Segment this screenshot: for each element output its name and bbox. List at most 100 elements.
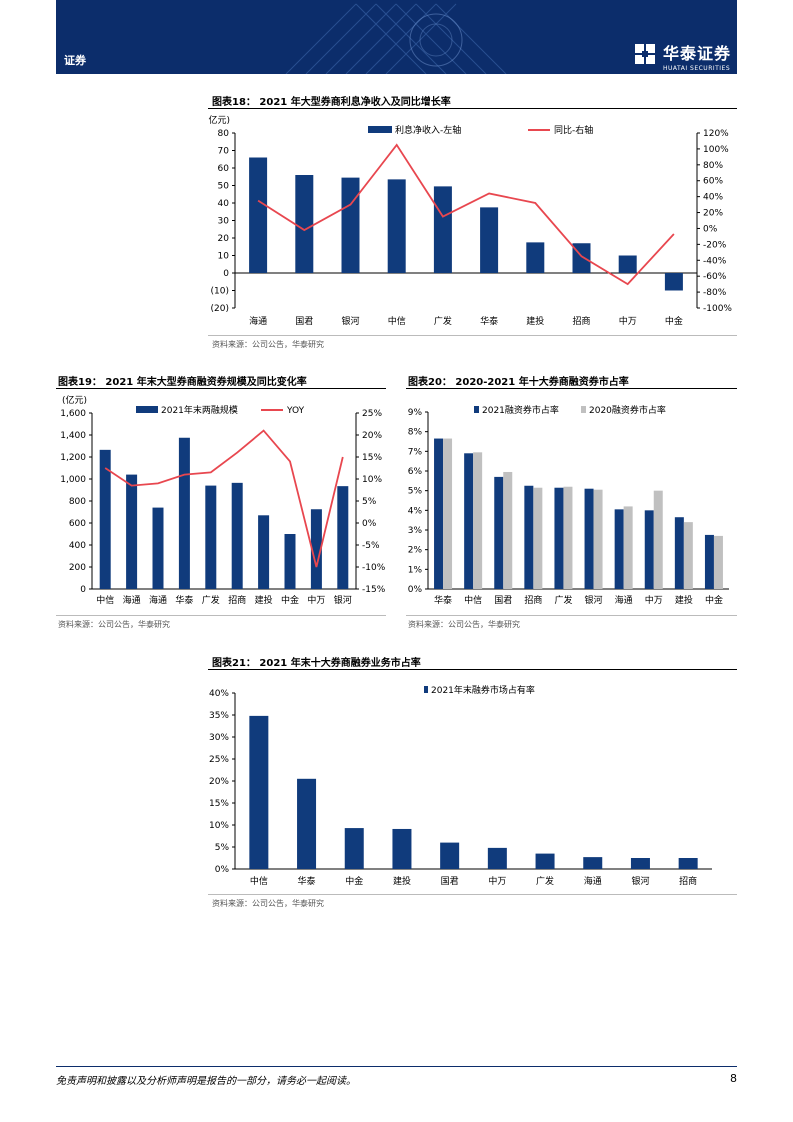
fig21-legend-label: 2021年末融券市场占有率 bbox=[431, 684, 535, 696]
fig19-category-label: 广发 bbox=[202, 594, 220, 606]
fig21-ytick-left-label: 0% bbox=[215, 865, 230, 875]
fig21-category-label: 广发 bbox=[536, 875, 554, 887]
fig18-ytick-right-label: -40% bbox=[703, 256, 727, 266]
fig21-bottom-rule bbox=[208, 894, 737, 895]
fig19-category-label: 华泰 bbox=[175, 594, 193, 606]
fig18-title: 图表18： 2021 年大型券商利息净收入及同比增长率 bbox=[212, 97, 451, 108]
fig18-ytick-right-label: 80% bbox=[703, 161, 723, 171]
fig21-category-label: 海通 bbox=[584, 875, 602, 887]
fig20-bar bbox=[713, 535, 723, 589]
fig19-bar bbox=[178, 437, 190, 589]
fig18-category-label: 中万 bbox=[619, 315, 637, 327]
header-pattern bbox=[285, 3, 507, 74]
fig19-source: 资料来源：公司公告，华泰研究 bbox=[58, 620, 170, 629]
fig18-ytick-left-label: 80 bbox=[218, 129, 230, 139]
fig18-legend-swatch bbox=[368, 126, 392, 133]
fig20-category-label: 银河 bbox=[585, 594, 603, 606]
fig20-ytick-left-label: 3% bbox=[408, 526, 423, 536]
fig21-ytick-left-label: 35% bbox=[209, 711, 229, 721]
fig21-source: 资料来源：公司公告，华泰研究 bbox=[212, 899, 324, 908]
fig18-ytick-right-label: 100% bbox=[703, 145, 729, 155]
fig19-title: 图表19： 2021 年末大型券商融资券规模及同比变化率 bbox=[58, 377, 307, 388]
fig19-legend-label: 2021年末两融规模 bbox=[161, 404, 238, 416]
fig21-title: 图表21： 2021 年末十大券商融券业务市占率 bbox=[212, 658, 421, 669]
fig21-ytick-left-label: 40% bbox=[209, 689, 229, 699]
fig21-category-label: 中信 bbox=[250, 875, 268, 887]
fig20-category-label: 招商 bbox=[524, 594, 542, 606]
fig18-category-label: 中金 bbox=[665, 315, 683, 327]
fig19-bar bbox=[284, 534, 296, 589]
fig18-line-series bbox=[257, 143, 675, 286]
fig18-category-label: 建投 bbox=[526, 315, 544, 327]
fig19-ytick-right-label: 5% bbox=[362, 497, 377, 507]
fig20-legend-swatch bbox=[474, 406, 479, 413]
fig18-ytick-right-label: 60% bbox=[703, 177, 723, 187]
fig19-ytick-left-label: 0 bbox=[80, 585, 86, 595]
fig19-title-rule bbox=[56, 388, 386, 389]
fig20-bar bbox=[683, 522, 693, 589]
fig20-title: 图表20： 2020-2021 年十大券商融资券市占率 bbox=[408, 377, 629, 388]
fig19-ytick-left-label: 200 bbox=[69, 563, 86, 573]
fig18-ytick-right-label: 120% bbox=[703, 129, 729, 139]
fig18-ytick-right-label: -60% bbox=[703, 272, 727, 282]
page-number: 8 bbox=[730, 1072, 737, 1085]
fig19-bar bbox=[258, 515, 270, 589]
brand-name-cn: 华泰证券 bbox=[662, 44, 731, 63]
fig18-category-label: 广发 bbox=[434, 315, 452, 327]
fig20-bar bbox=[653, 490, 663, 589]
fig19-ytick-left-label: 1,200 bbox=[60, 453, 86, 463]
fig18-ytick-right-label: 0% bbox=[703, 224, 718, 234]
fig18-ytick-left-label: 40 bbox=[218, 199, 230, 209]
fig18-ytick-left-label: 30 bbox=[218, 217, 230, 227]
fig20-ytick-left-label: 8% bbox=[408, 428, 423, 438]
fig18-category-label: 海通 bbox=[249, 315, 267, 327]
fig21-ytick-left-label: 15% bbox=[209, 799, 229, 809]
fig20-category-label: 中金 bbox=[705, 594, 723, 606]
fig19-category-label: 海通 bbox=[123, 594, 141, 606]
fig19-chart: (亿元) 1,600 1,400 1,200 1,000 800 600 400 200 0 25%… bbox=[60, 394, 386, 606]
fig19-ytick-left-label: 1,600 bbox=[60, 409, 86, 419]
fig18-ytick-left-label: 50 bbox=[218, 182, 230, 192]
fig19-ytick-left-label: 1,400 bbox=[60, 431, 86, 441]
fig20-category-label: 海通 bbox=[615, 594, 633, 606]
fig19-ytick-right-label: 10% bbox=[362, 475, 382, 485]
fig19-ytick-left-label: 400 bbox=[69, 541, 86, 551]
fig20-bar bbox=[473, 452, 483, 589]
fig19-ytick-left-label: 800 bbox=[69, 497, 86, 507]
fig18-ytick-right-label: -100% bbox=[703, 304, 732, 314]
fig20-bar bbox=[464, 453, 474, 589]
fig21-ytick-left-label: 5% bbox=[215, 843, 230, 853]
brand-logo-icon bbox=[634, 44, 655, 64]
fig19-legend-label: YOY bbox=[286, 406, 305, 416]
fig21-ytick-left-label: 10% bbox=[209, 821, 229, 831]
fig21-category-label: 国君 bbox=[441, 876, 459, 887]
fig21-bar bbox=[249, 715, 269, 869]
fig19-ytick-right-label: 25% bbox=[362, 409, 382, 419]
fig20-ytick-left-label: 1% bbox=[408, 565, 423, 575]
fig18-ytick-left-label: 0 bbox=[223, 269, 229, 279]
fig21-bar bbox=[392, 828, 412, 869]
fig19-unit-label: (亿元) bbox=[62, 394, 87, 406]
fig20-bar bbox=[674, 517, 684, 589]
fig20-chart: 9% 8% 7% 6% 5% 4% 3% 2% 1% 0% 华泰 中信 国君 招商 广发 银河 海通 中万 建投 中金… bbox=[408, 404, 729, 606]
fig19-bottom-rule bbox=[56, 615, 386, 616]
fig18-ytick-right-label: -80% bbox=[703, 288, 727, 298]
fig20-category-label: 广发 bbox=[554, 594, 572, 606]
fig20-bar bbox=[593, 489, 603, 589]
fig19-ytick-right-label: -15% bbox=[362, 585, 386, 595]
fig18-bar bbox=[295, 175, 314, 273]
fig20-bar bbox=[434, 438, 444, 589]
fig19-category-label: 银河 bbox=[334, 594, 352, 606]
fig20-bar bbox=[584, 488, 594, 589]
fig20-bar bbox=[533, 487, 543, 589]
fig18-unit-label: (亿元) bbox=[208, 114, 230, 126]
fig18-bar bbox=[249, 157, 268, 273]
fig18-source: 资料来源：公司公告，华泰研究 bbox=[212, 340, 324, 349]
fig21-bar bbox=[678, 858, 698, 869]
fig18-bar bbox=[618, 255, 637, 273]
fig20-bar bbox=[503, 471, 513, 589]
fig18-category-label: 国君 bbox=[295, 316, 313, 327]
fig20-title-rule bbox=[406, 388, 737, 389]
fig20-category-label: 华泰 bbox=[434, 594, 452, 606]
fig20-bar bbox=[644, 510, 654, 589]
